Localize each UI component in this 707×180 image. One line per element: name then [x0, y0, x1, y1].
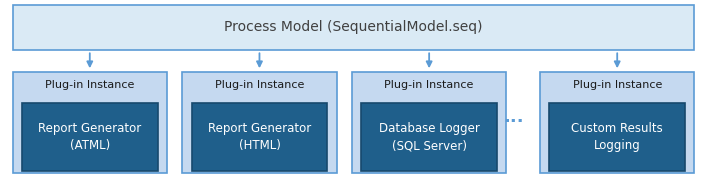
Text: Plug-in Instance: Plug-in Instance: [385, 80, 474, 91]
Text: Plug-in Instance: Plug-in Instance: [215, 80, 304, 91]
Text: Process Model (SequentialModel.seq): Process Model (SequentialModel.seq): [224, 21, 483, 34]
FancyBboxPatch shape: [182, 72, 337, 173]
Text: Plug-in Instance: Plug-in Instance: [573, 80, 662, 91]
FancyBboxPatch shape: [361, 103, 497, 171]
FancyBboxPatch shape: [192, 103, 327, 171]
Text: Report Generator
(HTML): Report Generator (HTML): [208, 122, 311, 152]
FancyBboxPatch shape: [13, 4, 694, 50]
FancyBboxPatch shape: [540, 72, 694, 173]
Text: Custom Results
Logging: Custom Results Logging: [571, 122, 663, 152]
FancyBboxPatch shape: [22, 103, 158, 171]
FancyBboxPatch shape: [352, 72, 506, 173]
Text: Database Logger
(SQL Server): Database Logger (SQL Server): [379, 122, 479, 152]
FancyBboxPatch shape: [549, 103, 685, 171]
Text: Plug-in Instance: Plug-in Instance: [45, 80, 134, 91]
Text: Report Generator
(ATML): Report Generator (ATML): [38, 122, 141, 152]
FancyBboxPatch shape: [13, 72, 167, 173]
Text: ...: ...: [503, 108, 524, 126]
